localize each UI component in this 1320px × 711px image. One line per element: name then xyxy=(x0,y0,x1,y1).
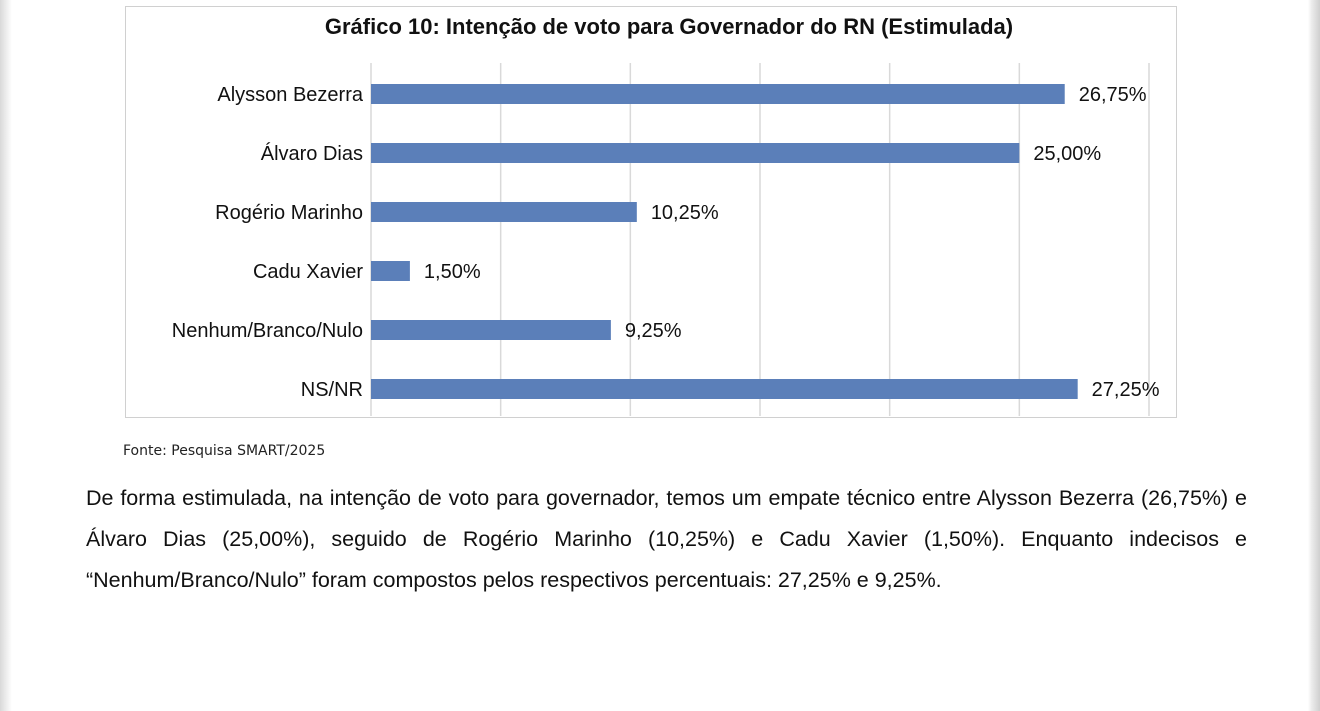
category-label: NS/NR xyxy=(301,379,363,401)
category-label: Álvaro Dias xyxy=(261,142,363,165)
category-label: Cadu Xavier xyxy=(253,261,363,283)
bar xyxy=(371,320,611,340)
bar-chart: Gráfico 10: Intenção de voto para Govern… xyxy=(172,14,1160,416)
chart-gridlines xyxy=(370,63,1150,416)
value-label: 10,25% xyxy=(651,202,719,224)
bar xyxy=(371,84,1065,104)
value-label: 27,25% xyxy=(1092,379,1160,401)
category-label: Nenhum/Branco/Nulo xyxy=(172,320,363,342)
analysis-paragraph: De forma estimulada, na intenção de voto… xyxy=(86,486,1247,592)
category-label: Alysson Bezerra xyxy=(217,84,363,106)
category-label: Rogério Marinho xyxy=(215,202,363,224)
bar xyxy=(371,202,637,222)
value-label: 9,25% xyxy=(625,320,682,342)
value-label: 26,75% xyxy=(1079,84,1147,106)
bar xyxy=(371,379,1078,399)
page-edge-right xyxy=(1308,0,1320,711)
value-label: 25,00% xyxy=(1033,143,1101,165)
chart-frame: Gráfico 10: Intenção de voto para Govern… xyxy=(125,6,1177,418)
chart-title: Gráfico 10: Intenção de voto para Govern… xyxy=(325,14,1013,39)
bar xyxy=(371,261,410,281)
page-edge-left xyxy=(0,0,12,711)
value-label: 1,50% xyxy=(424,261,481,283)
bar xyxy=(371,143,1020,163)
chart-source: Fonte: Pesquisa SMART/2025 xyxy=(123,443,326,459)
chart-bars: Alysson Bezerra 26,75% Álvaro Dias 25,00% Ro… xyxy=(172,84,1160,401)
